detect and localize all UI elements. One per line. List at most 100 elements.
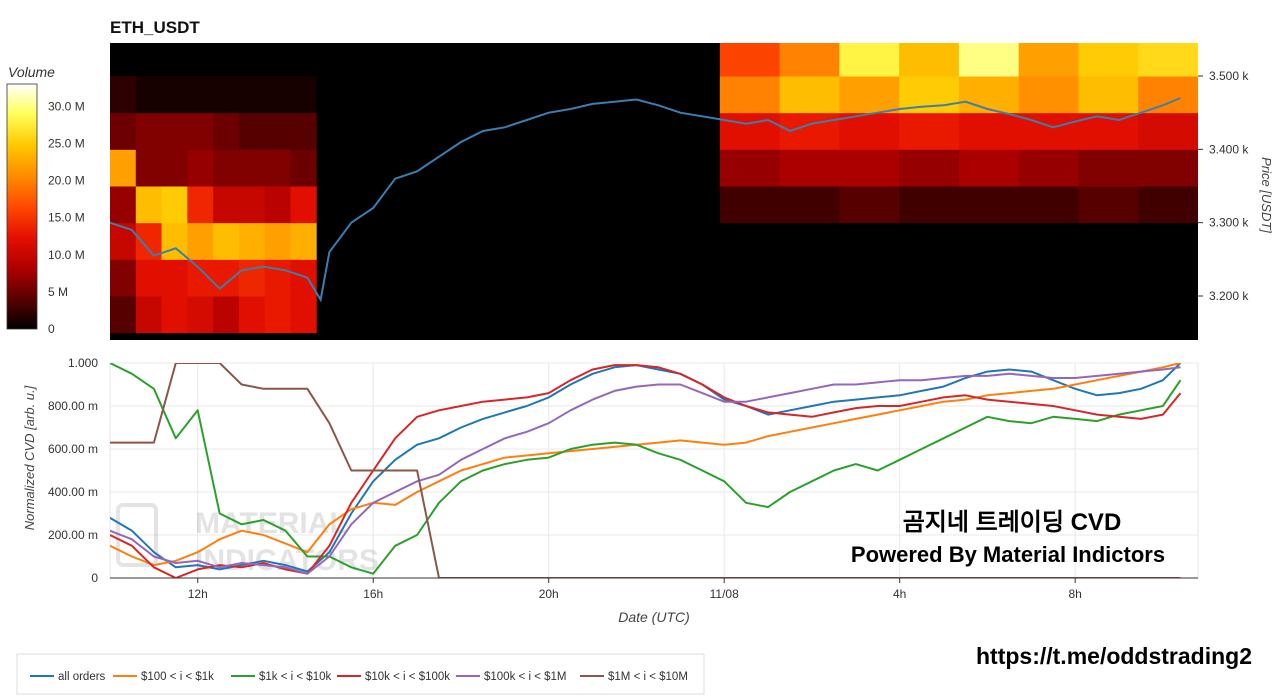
- heatmap-cell: [110, 222, 137, 260]
- footer-url[interactable]: https://t.me/oddstrading2: [976, 643, 1252, 669]
- heatmap-cell: [135, 112, 163, 150]
- heatmap-cell: [135, 186, 163, 224]
- heatmap-cell: [1078, 43, 1139, 77]
- heatmap-cell: [290, 259, 317, 297]
- heatmap-cell: [213, 259, 240, 297]
- heatmap-cell: [719, 43, 781, 77]
- heatmap-cell: [135, 76, 163, 114]
- heatmap-cell: [264, 76, 291, 114]
- heatmap-cell: [958, 149, 1020, 187]
- heatmap-cell: [1138, 112, 1198, 150]
- x-tick-label: 16h: [363, 587, 383, 601]
- heatmap-cell: [187, 76, 214, 114]
- heatmap-cell: [719, 186, 781, 224]
- cvd-series-line: [110, 366, 1181, 575]
- heatmap-cell: [187, 149, 214, 187]
- heatmap-cell: [1138, 43, 1198, 77]
- logo-text-line2: INDICATORS: [195, 544, 379, 577]
- heatmap-cell: [161, 296, 188, 334]
- cvd-axis-label: Normalized CVD [arb. u.]: [22, 385, 37, 530]
- heatmap-cell: [264, 259, 291, 297]
- x-tick-label: 11/08: [710, 587, 739, 601]
- heatmap-cell: [110, 76, 137, 114]
- heatmap-cell: [290, 112, 317, 150]
- heatmap-cell: [264, 112, 291, 150]
- x-axis-label: Date (UTC): [618, 609, 690, 625]
- cvd-panel: MATERIAL INDICATORS 0 200.00 m 400.00 m 600…: [22, 356, 1199, 625]
- heatmap-cell: [187, 112, 214, 150]
- colorbar-tick-label: 20.0 M: [48, 174, 85, 188]
- watermark-powered-by: Powered By Material Indictors: [851, 542, 1165, 567]
- heatmap-cell: [958, 112, 1020, 150]
- heatmap-cell: [110, 259, 137, 297]
- heatmap-cell: [264, 149, 291, 187]
- heatmap-cell: [1138, 149, 1198, 187]
- cvd-tick-label: 1.000: [68, 356, 98, 370]
- cvd-tick-label: 400.00 m: [48, 485, 98, 499]
- heatmap-cell: [958, 76, 1020, 114]
- colorbar: Volume 0 5 M 10.0 M 15.0 M 20.0 M 25.0 M 30.0 …: [6, 64, 85, 336]
- heatmap-cell: [238, 186, 266, 224]
- heatmap-cell: [1078, 76, 1139, 114]
- cvd-tick-label: 200.00 m: [48, 528, 98, 542]
- colorbar-tick-label: 15.0 M: [48, 211, 85, 225]
- x-tick-label: 20h: [539, 587, 559, 601]
- heatmap-cell: [264, 296, 291, 334]
- heatmap-cell: [839, 149, 900, 187]
- price-tick-label: 3.300 k: [1209, 216, 1249, 230]
- heatmap-cell: [290, 149, 317, 187]
- material-indicators-logo: MATERIAL INDICATORS: [116, 503, 379, 577]
- cvd-tick-label: 800.00 m: [48, 399, 98, 413]
- heatmap-cell: [187, 186, 214, 224]
- heatmap-cell: [719, 149, 781, 187]
- colorbar-tick-label: 5 M: [48, 285, 68, 299]
- colorbar-tick-label: 10.0 M: [48, 248, 85, 262]
- heatmap-cell: [290, 186, 317, 224]
- heatmap-cell: [899, 186, 960, 224]
- heatmap-cell: [839, 76, 900, 114]
- heatmap-cell: [719, 112, 781, 150]
- heatmap-cell: [779, 149, 840, 187]
- heatmap-cell: [779, 186, 840, 224]
- heatmap-cell: [161, 186, 188, 224]
- colorbar-title: Volume: [8, 64, 55, 80]
- heatmap-cell: [213, 149, 240, 187]
- cvd-series-line: [110, 363, 1182, 573]
- cvd-plot-area: [109, 362, 1199, 579]
- heatmap-cell: [1018, 186, 1079, 224]
- heatmap-cell: [213, 186, 240, 224]
- cvd-tick-label: 0: [91, 571, 98, 585]
- heatmap-cell: [1138, 186, 1198, 224]
- cvd-series-line: [110, 363, 1181, 567]
- heatmap-cell: [1138, 76, 1198, 114]
- cvd-series-line: [110, 364, 1182, 578]
- cvd-series-line: [110, 363, 1181, 578]
- price-tick-label: 3.200 k: [1209, 289, 1249, 303]
- price-line: [110, 97, 1181, 303]
- heatmap-cell: [1018, 149, 1079, 187]
- colorbar-gradient: [6, 83, 38, 330]
- heatmap-cell: [213, 112, 240, 150]
- x-tick-label: 4h: [893, 587, 906, 601]
- heatmap-cell: [110, 296, 137, 334]
- colorbar-tick-label: 25.0 M: [48, 136, 85, 150]
- heatmap-cell: [213, 76, 240, 114]
- heatmap-cell: [238, 222, 266, 260]
- heatmap-cell: [290, 76, 317, 114]
- heatmap-cell: [161, 259, 188, 297]
- heatmap-cell: [1018, 43, 1079, 77]
- heatmap-cell: [135, 296, 163, 334]
- legend: all orders $100 < i < $1k $1k < i < $10k $1…: [16, 653, 705, 695]
- heatmap-cell: [213, 222, 240, 260]
- heatmap-cell: [264, 222, 291, 260]
- x-tick-label: 12h: [188, 587, 208, 601]
- cvd-tick-label: 600.00 m: [48, 442, 98, 456]
- heatmap-cell: [110, 149, 137, 187]
- heatmap-cell: [135, 149, 163, 187]
- x-tick-label: 8h: [1068, 587, 1081, 601]
- heatmap-cell: [110, 186, 137, 224]
- heatmap-cell: [238, 259, 266, 297]
- legend-item-label: $100 < i < $1k: [141, 671, 214, 683]
- heatmap-cell: [161, 149, 188, 187]
